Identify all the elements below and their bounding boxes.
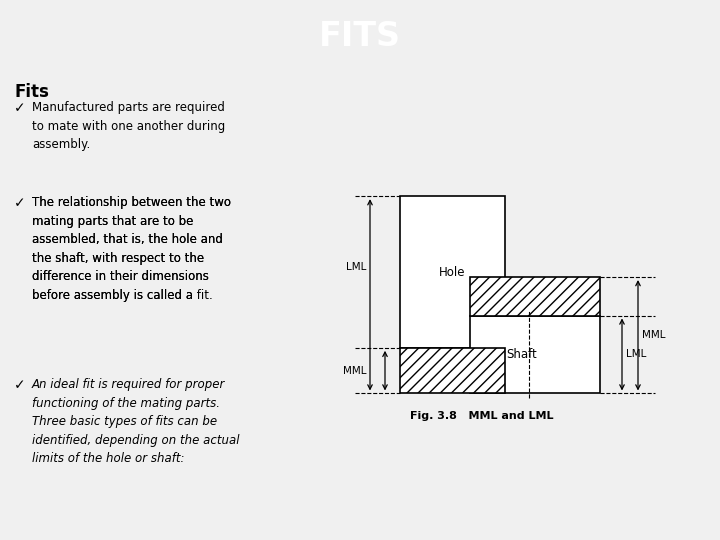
Text: ✓: ✓ [14, 196, 26, 210]
Bar [470, 315, 600, 394]
Text: Shaft: Shaft [507, 348, 537, 361]
Bar [400, 196, 505, 348]
Text: Manufactured parts are required
to mate with one another during
assembly.: Manufactured parts are required to mate … [32, 101, 225, 151]
Text: An ideal fit is required for proper
functioning of the mating parts.
Three basic: An ideal fit is required for proper func… [32, 378, 240, 465]
Bar [470, 277, 600, 315]
Text: Hole: Hole [439, 266, 466, 279]
Text: The relationship between the two
mating parts that are to be
assembled, that is,: The relationship between the two mating … [32, 196, 230, 302]
Text: The relationship between the two
mating parts that are to be
assembled, that is,: The relationship between the two mating … [32, 196, 231, 302]
Text: MML: MML [343, 366, 366, 376]
Text: LML: LML [346, 262, 366, 272]
Text: ✓: ✓ [14, 101, 26, 115]
Text: MML: MML [642, 330, 665, 340]
Text: LML: LML [626, 349, 647, 360]
Text: Fig. 3.8   MML and LML: Fig. 3.8 MML and LML [410, 410, 554, 421]
Text: FITS: FITS [319, 20, 401, 53]
Text: ✓: ✓ [14, 378, 26, 392]
Text: Fits: Fits [14, 83, 49, 101]
Bar [400, 348, 505, 394]
Text: The relationship between the two
mating parts that are to be
assembled, that is,: The relationship between the two mating … [32, 196, 231, 302]
